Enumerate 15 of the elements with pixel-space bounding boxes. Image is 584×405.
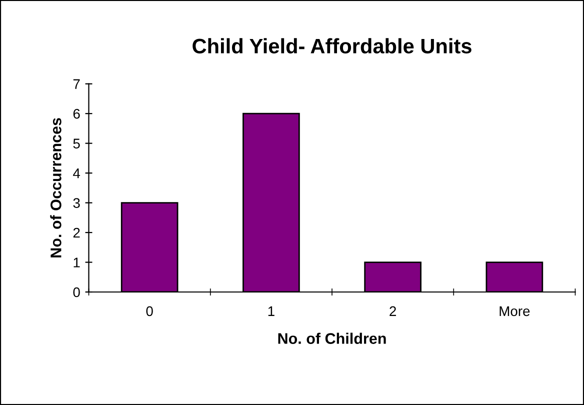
x-tick-label: 1 (268, 306, 274, 316)
y-tick-label: 6 (73, 108, 80, 119)
x-axis-title: No. of Children (278, 332, 386, 344)
y-tick-label: 4 (73, 168, 80, 178)
y-tick-label: 5 (73, 138, 80, 148)
y-tick-label: 0 (73, 287, 80, 298)
y-tick-label: 2 (73, 228, 80, 238)
y-tick-label: 7 (73, 79, 80, 89)
y-tick-label: 3 (73, 198, 80, 208)
chart-title: Child Yield- Affordable Units (192, 38, 472, 54)
x-tick-label: More (500, 306, 530, 316)
x-tick-label: 0 (146, 306, 153, 316)
y-tick-label: 1 (74, 258, 80, 268)
y-axis-title: No. of Occurrences (50, 118, 62, 258)
x-tick-label: 2 (390, 306, 396, 316)
